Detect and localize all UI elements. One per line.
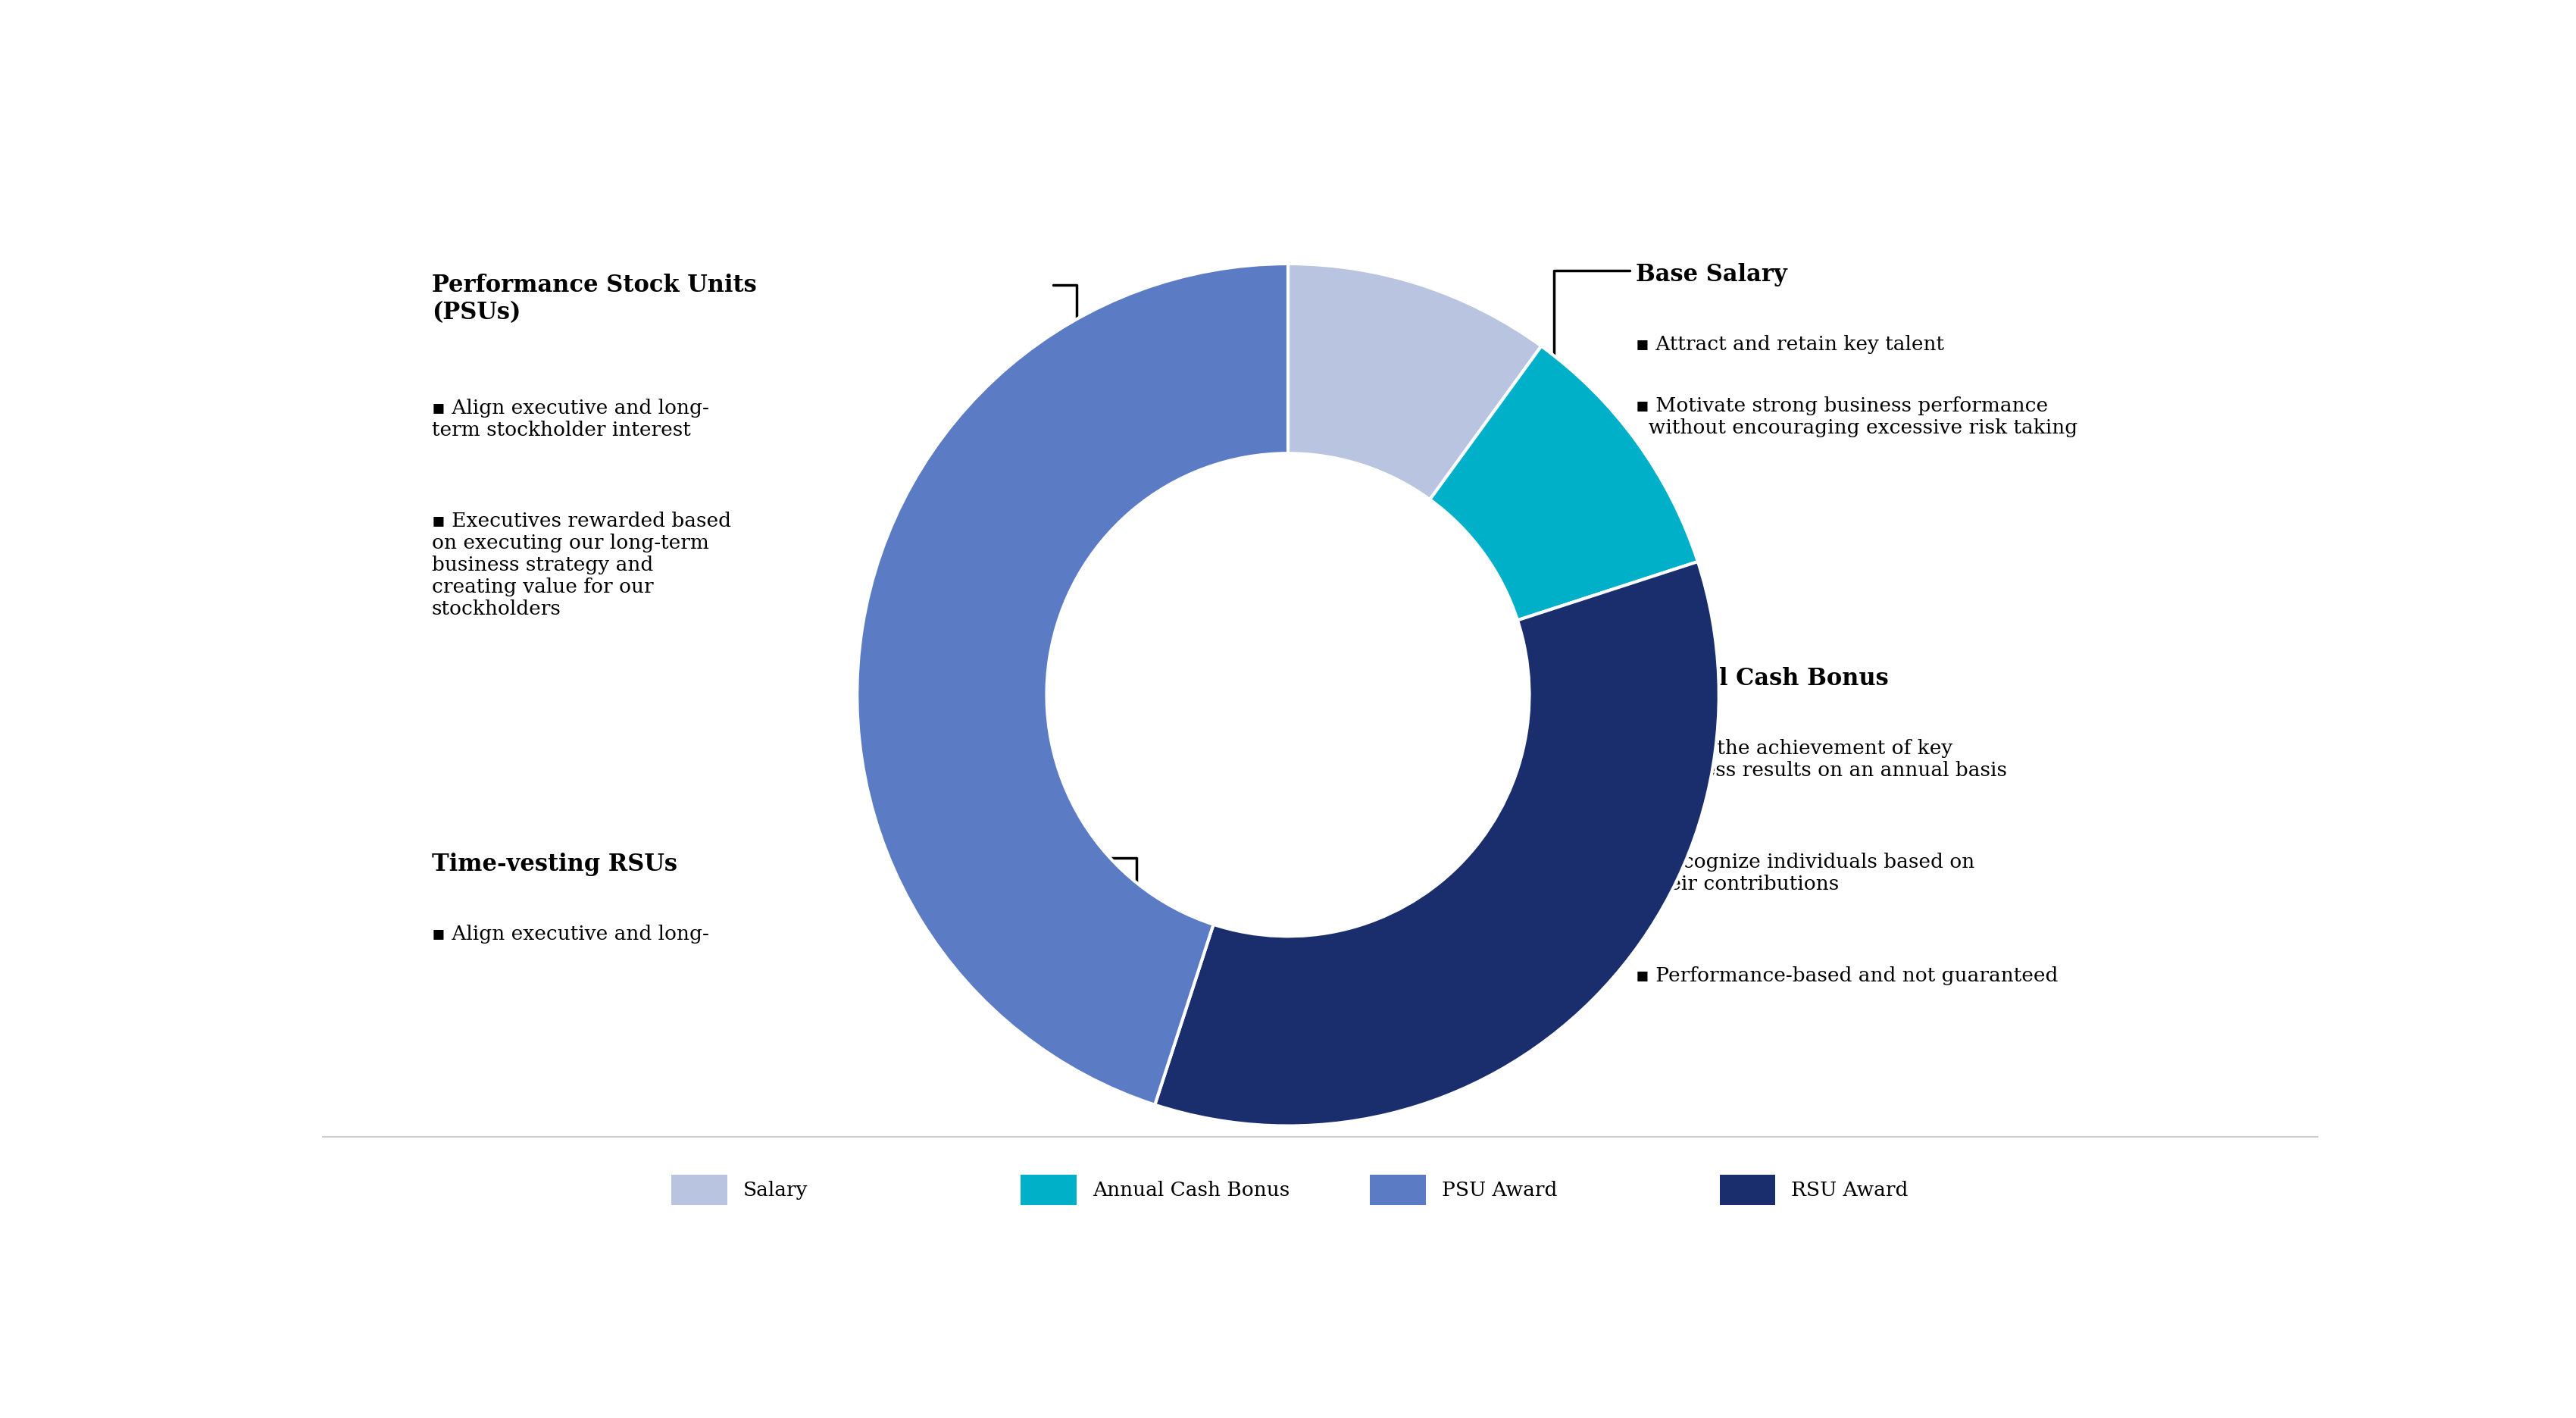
Wedge shape xyxy=(858,264,1288,1105)
FancyBboxPatch shape xyxy=(1370,1174,1427,1205)
Text: ▪ Recognize individuals based on
  their contributions: ▪ Recognize individuals based on their c… xyxy=(1636,852,1973,893)
FancyBboxPatch shape xyxy=(1721,1174,1775,1205)
Wedge shape xyxy=(1288,264,1540,499)
Text: ▪ Performance-based and not guaranteed: ▪ Performance-based and not guaranteed xyxy=(1636,966,2058,986)
Text: Salary: Salary xyxy=(744,1180,809,1200)
Text: ▪ Align executive and long-: ▪ Align executive and long- xyxy=(433,925,708,943)
Text: Annual Cash Bonus: Annual Cash Bonus xyxy=(1092,1180,1291,1200)
Wedge shape xyxy=(1154,562,1718,1126)
Text: Annual Cash Bonus: Annual Cash Bonus xyxy=(1636,666,1888,691)
Text: Base Salary: Base Salary xyxy=(1636,262,1788,286)
Text: Performance Stock Units
(PSUs): Performance Stock Units (PSUs) xyxy=(433,274,757,325)
Wedge shape xyxy=(1430,346,1698,620)
Text: ▪ Attract and retain key talent: ▪ Attract and retain key talent xyxy=(1636,335,1945,354)
FancyBboxPatch shape xyxy=(1020,1174,1077,1205)
Text: ▪ Align executive and long-
term stockholder interest: ▪ Align executive and long- term stockho… xyxy=(433,398,708,440)
Text: ▪ Motivate strong business performance
  without encouraging excessive risk taki: ▪ Motivate strong business performance w… xyxy=(1636,396,2076,437)
Text: ▪ Drive the achievement of key
  business results on an annual basis: ▪ Drive the achievement of key business … xyxy=(1636,739,2007,780)
FancyBboxPatch shape xyxy=(672,1174,726,1205)
Text: ▪ Executives rewarded based
on executing our long-term
business strategy and
cre: ▪ Executives rewarded based on executing… xyxy=(433,512,732,618)
Text: PSU Award: PSU Award xyxy=(1443,1180,1558,1200)
Text: Time-vesting RSUs: Time-vesting RSUs xyxy=(433,852,677,876)
Text: RSU Award: RSU Award xyxy=(1790,1180,1909,1200)
